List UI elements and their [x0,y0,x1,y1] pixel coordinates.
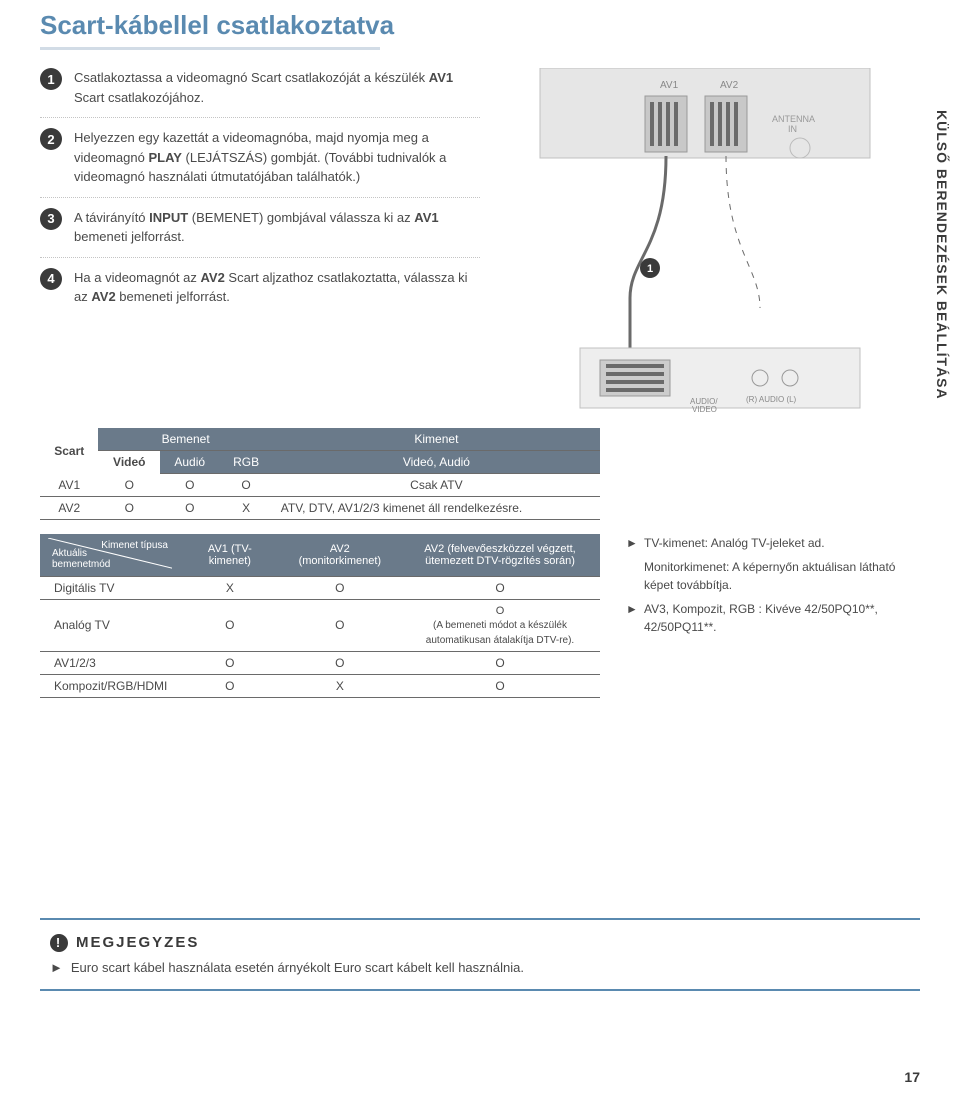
kt-h2: AV2 (monitorkimenet) [280,534,400,577]
note-header: ! MEGJEGYZES [50,934,910,952]
step-num-1: 1 [40,68,62,90]
svg-text:IN: IN [788,124,797,134]
table-row: Analóg TV O O O(A bemeneti módot a készü… [40,600,600,652]
note-body: ►Euro scart kábel használata esetén árny… [50,960,910,975]
step-num-4: 4 [40,268,62,290]
svg-text:AV2: AV2 [720,80,739,91]
svg-text:AV1: AV1 [660,80,679,91]
page-number: 17 [904,1069,920,1085]
step-num-2: 2 [40,128,62,150]
step-num-3: 3 [40,208,62,230]
th-bemenet: Bemenet [98,428,272,451]
svg-text:VIDEO: VIDEO [692,405,717,414]
step-2: 2 Helyezzen egy kazettát a videomagnóba,… [40,117,480,197]
page-title: Scart-kábellel csatlakoztatva [40,10,920,50]
step-text-2: Helyezzen egy kazettát a videomagnóba, m… [74,128,480,187]
th-audio: Audió [160,451,219,474]
side-tab: KÜLSŐ BERENDEZÉSEK BEÁLLÍTÁSA [934,110,950,400]
note-bullet: ►AV3, Kompozit, RGB : Kivéve 42/50PQ10**… [626,600,896,636]
step-4: 4 Ha a videomagnót az AV2 Scart aljzatho… [40,257,480,317]
th-kimenet: Kimenet [273,428,600,451]
step-text-3: A távirányító INPUT (BEMENET) gombjával … [74,208,480,247]
exclamation-icon: ! [50,934,68,952]
title-underline [40,47,380,50]
note-bullet: ►Monitorkimenet: A képernyőn aktuálisan … [626,558,896,594]
scart-corner: Scart [40,428,98,474]
step-text-4: Ha a videomagnót az AV2 Scart aljzathoz … [74,268,480,307]
top-section: 1 Csatlakoztassa a videomagnó Scart csat… [40,68,920,428]
note-bullet: ►TV-kimenet: Analóg TV-jeleket ad. [626,534,896,552]
svg-text:ANTENNA: ANTENNA [772,114,815,124]
kt-h3: AV2 (felvevőeszközzel végzett, ütemezett… [400,534,600,577]
kt-h1: AV1 (TV-kimenet) [180,534,280,577]
table-row: AV2 O O X ATV, DTV, AV1/2/3 kimenet áll … [40,497,600,520]
table-row: AV1 O O O Csak ATV [40,474,600,497]
th-va: Videó, Audió [273,451,600,474]
svg-text:1: 1 [647,263,653,275]
steps-column: 1 Csatlakoztassa a videomagnó Scart csat… [40,68,480,428]
table-row: Kompozit/RGB/HDMI O X O [40,674,600,697]
right-notes: ►TV-kimenet: Analóg TV-jeleket ad. ►Moni… [626,534,896,642]
step-3: 3 A távirányító INPUT (BEMENET) gombjáva… [40,197,480,257]
step-1: 1 Csatlakoztassa a videomagnó Scart csat… [40,68,480,117]
step-text-1: Csatlakoztassa a videomagnó Scart csatla… [74,68,480,107]
table-row: Digitális TV X O O [40,577,600,600]
table-row: AV1/2/3 O O O [40,651,600,674]
output-mode-table: Aktuálisbemenetmód Kimenet típusa AV1 (T… [40,534,600,698]
diagram-svg: AV1 AV2 ANTENNA IN 1 [510,68,890,428]
svg-text:(R) AUDIO (L): (R) AUDIO (L) [746,395,797,404]
scart-io-table: Scart Bemenet Kimenet Videó Audió RGB Vi… [40,428,600,520]
note-box: ! MEGJEGYZES ►Euro scart kábel használat… [40,918,920,991]
th-video: Videó [98,451,160,474]
note-title: MEGJEGYZES [76,934,199,951]
kt-corner: Aktuálisbemenetmód Kimenet típusa [40,534,180,577]
connection-diagram: AV1 AV2 ANTENNA IN 1 [510,68,920,428]
th-rgb: RGB [219,451,272,474]
